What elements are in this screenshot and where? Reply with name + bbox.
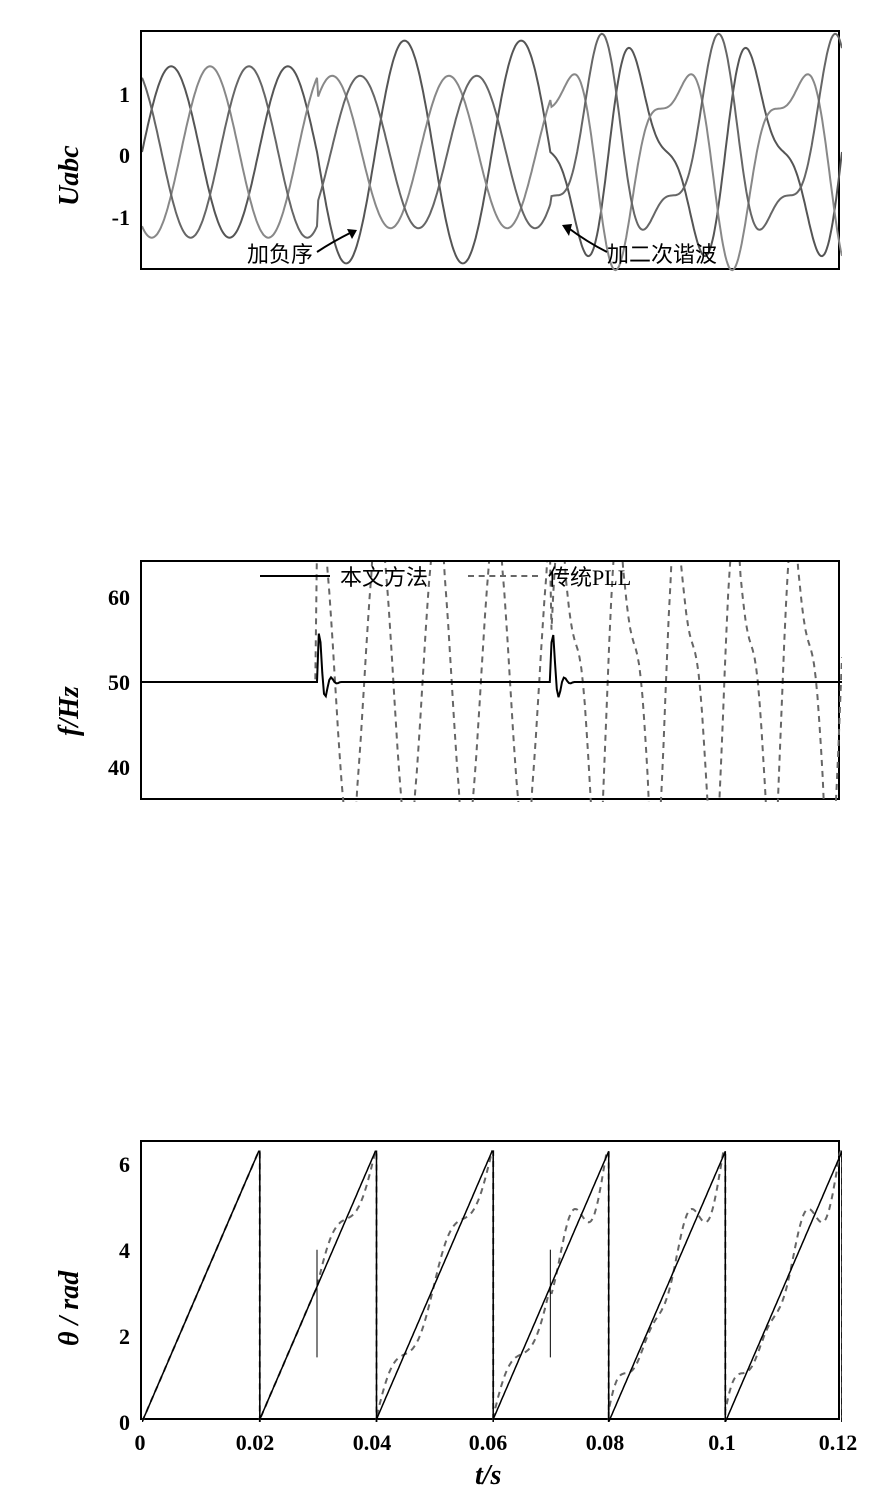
xtick-006: 0.06 [463,1430,513,1456]
xlabel: t/s [475,1460,501,1492]
ytick-4: 4 [110,1238,130,1264]
xtick-004: 0.04 [347,1430,397,1456]
legend-line-dashed [468,575,538,577]
xtick-01: 0.1 [702,1430,742,1456]
freq-svg [142,562,842,802]
ytick-neg1: -1 [90,205,130,231]
xtick-012: 0.12 [813,1430,863,1456]
ytick-50: 50 [95,670,130,696]
xtick-008: 0.08 [580,1430,630,1456]
legend: 本文方法 传统PLL [260,560,631,592]
arrow-harmonic [557,222,617,262]
uabc-svg [142,32,842,272]
ylabel-uabc: Uabc [54,126,86,206]
ytick-2: 2 [110,1324,130,1350]
theta-svg [142,1142,842,1422]
xtick-0: 0 [130,1430,150,1456]
plot-area-1: 加负序 加二次谐波 [140,30,840,270]
subplot-uabc: Uabc 1 0 -1 加负序 加二次谐波 [80,30,860,290]
legend-proposed: 本文方法 [260,560,428,592]
plot-area-3 [140,1140,840,1420]
ytick-1: 1 [100,82,130,108]
ytick-60: 60 [95,585,130,611]
legend-line-solid [260,575,330,577]
ytick-6: 6 [110,1152,130,1178]
ylabel-freq: f/Hz [54,656,86,736]
subplot-theta: θ / rad 6 4 2 0 0 0.02 0.04 0.06 0.08 0.… [80,1140,860,1480]
xtick-002: 0.02 [230,1430,280,1456]
ytick-0: 0 [100,143,130,169]
ytick-40: 40 [95,755,130,781]
ylabel-theta: θ / rad [54,1246,86,1346]
annotation-harmonic: 加二次谐波 [607,237,717,269]
legend-traditional: 传统PLL [468,560,631,592]
legend-label-traditional: 传统PLL [548,560,631,592]
figure-container: Uabc 1 0 -1 加负序 加二次谐波 f/Hz 60 [80,20,860,970]
arrow-negseq [312,227,372,267]
subplot-freq: f/Hz 60 50 40 [80,560,860,820]
legend-label-proposed: 本文方法 [340,560,428,592]
annotation-negseq: 加负序 [247,237,313,269]
ytick-0b: 0 [110,1410,130,1436]
plot-area-2 [140,560,840,800]
